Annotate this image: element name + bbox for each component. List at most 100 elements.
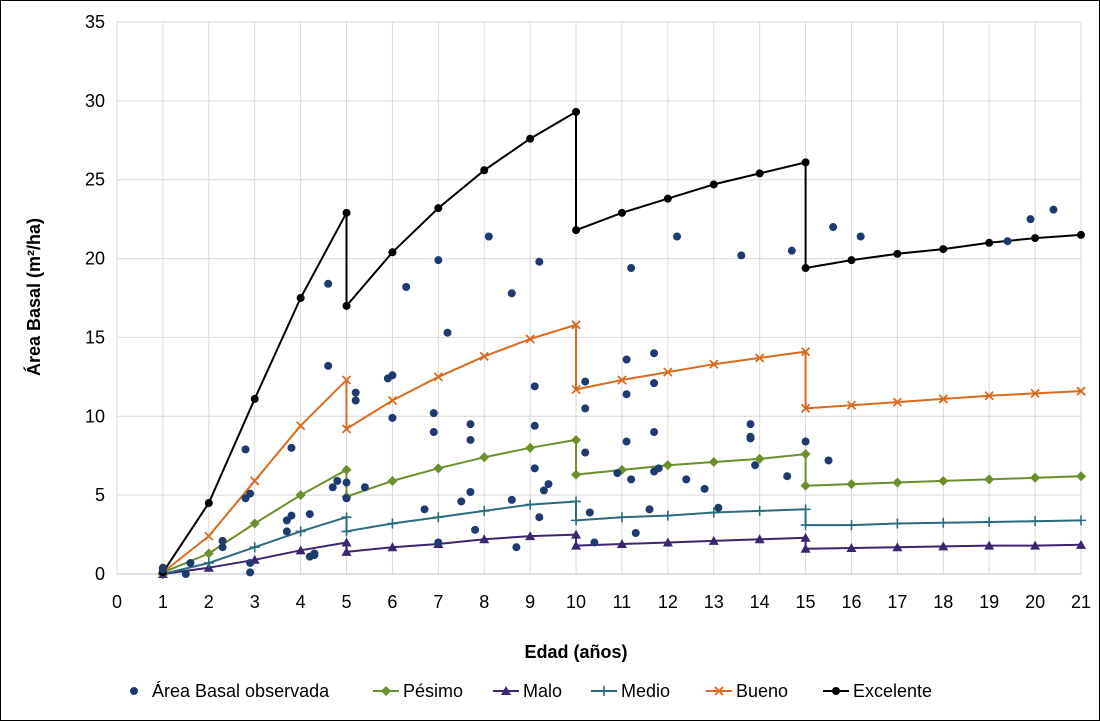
observed-point [535, 513, 544, 522]
x-tick-label: 21 [1071, 592, 1091, 612]
series-marker-medio [1076, 515, 1086, 526]
legend-label-malo: Malo [523, 681, 562, 701]
legend-marker-malo [501, 686, 511, 695]
scatter-points [158, 205, 1058, 578]
series-line-medio [162, 500, 1082, 575]
observed-point [737, 251, 746, 260]
observed-point [246, 568, 255, 577]
observed-point [218, 543, 227, 552]
legend-marker-excelente [832, 687, 840, 695]
observed-point [246, 558, 255, 567]
series-marker-malo [387, 542, 398, 552]
series-marker-pesimo [295, 490, 306, 501]
series-marker-excelente [755, 169, 764, 178]
series-marker-pesimo [938, 475, 949, 486]
observed-point [581, 404, 590, 413]
series-marker-medio [387, 518, 398, 529]
series-marker-bueno [755, 353, 765, 363]
series-marker-bueno [341, 424, 352, 434]
series-marker-malo [800, 543, 811, 553]
series-marker-malo [938, 541, 949, 551]
x-tick-label: 3 [250, 592, 260, 612]
observed-point [590, 538, 599, 547]
series-marker-pesimo [984, 474, 995, 485]
observed-point [530, 464, 539, 473]
observed-point [581, 377, 590, 386]
series-marker-pesimo [800, 480, 811, 491]
series-marker-malo [341, 546, 352, 556]
series-marker-excelente [250, 394, 259, 403]
series-marker-pesimo [892, 477, 903, 488]
series-marker-malo [479, 534, 490, 544]
x-tick-label: 2 [204, 592, 214, 612]
y-tick-label: 10 [85, 406, 105, 426]
series-marker-bueno [479, 351, 489, 361]
series-marker-bueno [341, 375, 352, 385]
series-line-excelente [162, 110, 1082, 573]
series-marker-bueno [709, 359, 719, 369]
observed-point [746, 420, 755, 429]
observed-point [471, 525, 480, 534]
series-marker-bueno [433, 372, 443, 382]
x-axis-title: Edad (años) [524, 642, 627, 662]
x-tick-labels: 0 1 2 3 4 5 6 7 8 9 10 11 12 13 14 15 16 17 18 19 20 21 [112, 592, 1091, 612]
observed-point [622, 355, 631, 364]
series-marker-medio [938, 517, 949, 528]
observed-point [466, 420, 475, 429]
series-marker-excelente [434, 204, 443, 213]
observed-point [787, 246, 796, 255]
observed-point [585, 508, 594, 517]
observed-point [1003, 237, 1012, 246]
observed-point [783, 472, 792, 481]
observed-point [650, 379, 659, 388]
observed-point [282, 527, 291, 536]
observed-point [287, 443, 296, 452]
series-marker-medio [984, 516, 995, 527]
x-tick-label: 8 [479, 592, 489, 612]
observed-point [613, 469, 622, 478]
legend-label-pesimo: Pésimo [403, 681, 463, 701]
series-marker-bueno [984, 391, 994, 401]
series-marker-bueno [663, 367, 673, 377]
observed-point [287, 511, 296, 520]
series-marker-medio [341, 512, 352, 523]
observed-point [627, 264, 636, 273]
series-marker-medio [616, 512, 627, 523]
x-tick-label: 10 [566, 592, 586, 612]
observed-point [218, 536, 227, 545]
observed-point [324, 279, 333, 288]
observed-point [650, 428, 659, 437]
observed-point [1049, 205, 1058, 214]
series-marker-malo [662, 537, 673, 547]
observed-point [530, 421, 539, 430]
legend-marker-medio [599, 686, 609, 696]
observed-point [420, 505, 429, 514]
y-tick-label: 15 [85, 327, 105, 347]
series-marker-bueno [1030, 388, 1040, 399]
x-tick-label: 9 [525, 592, 535, 612]
x-tick-label: 14 [750, 592, 770, 612]
observed-point [622, 437, 631, 446]
series-marker-medio [525, 499, 536, 510]
series-marker-pesimo [249, 518, 260, 529]
series-marker-bueno [571, 384, 581, 395]
series-marker-medio [892, 518, 903, 529]
legend-marker-area-basal-observada [130, 687, 138, 695]
series-marker-medio [754, 505, 765, 516]
observed-point [186, 558, 195, 567]
series-marker-malo [616, 539, 627, 549]
x-tick-label: 20 [1025, 592, 1045, 612]
series-marker-excelente [342, 208, 351, 217]
series-marker-bueno [846, 400, 857, 410]
series-line-malo [162, 533, 1082, 575]
observed-point [443, 328, 452, 337]
observed-point [429, 409, 438, 418]
series-marker-excelente [480, 166, 489, 175]
series-marker-bueno [387, 395, 398, 406]
series-marker-excelente [572, 107, 581, 116]
series-marker-malo [1076, 539, 1086, 549]
series-marker-excelente [663, 194, 672, 203]
series-marker-excelente [939, 245, 948, 254]
observed-point [457, 497, 466, 506]
